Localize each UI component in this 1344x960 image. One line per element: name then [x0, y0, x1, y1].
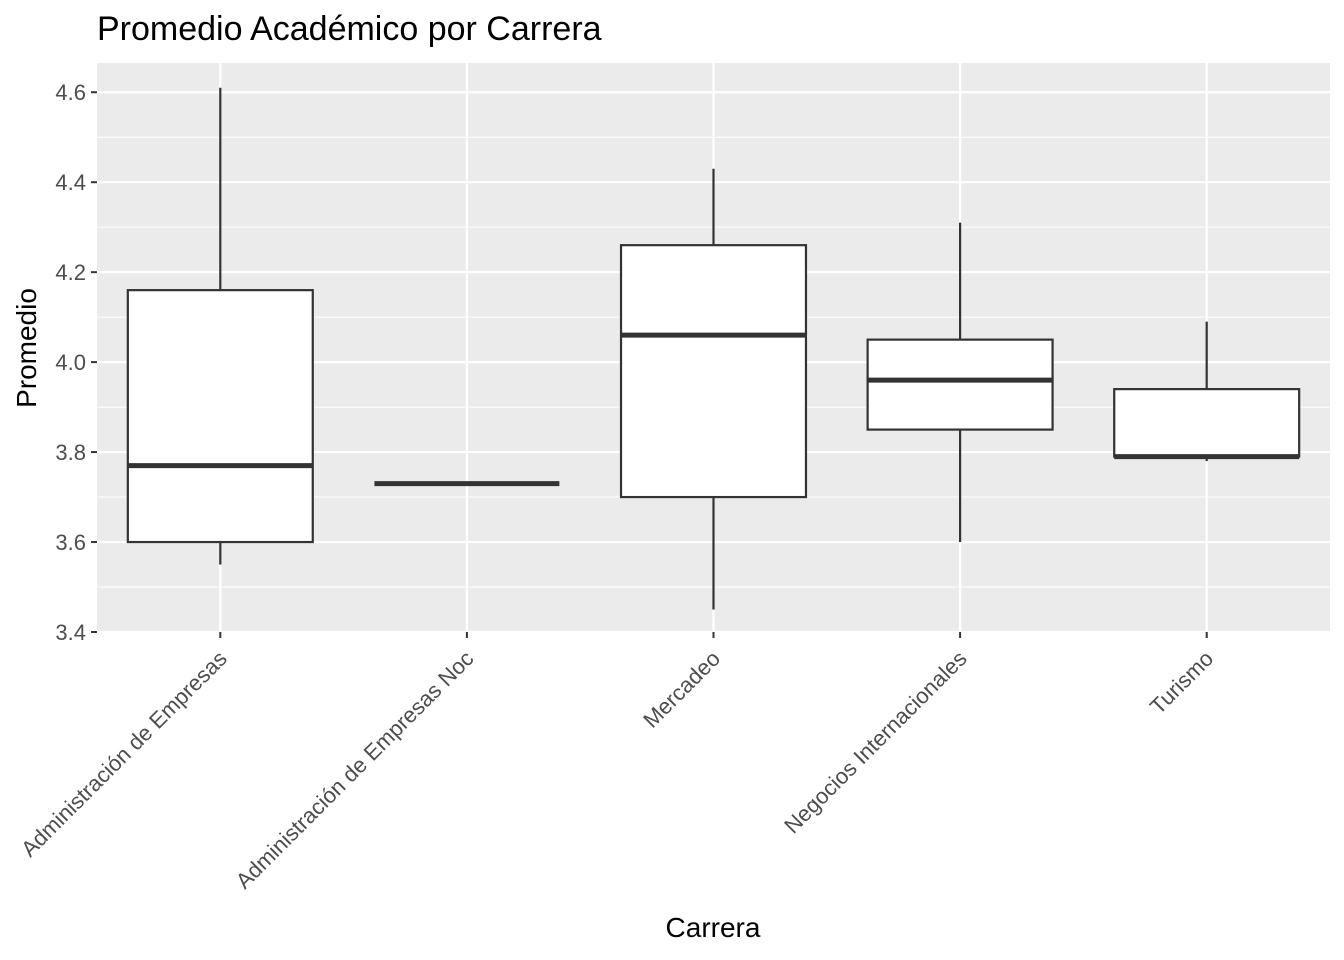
- x-tick-label: Administración de Empresas: [16, 646, 232, 862]
- y-tick-label: 4.6: [55, 80, 86, 105]
- box-0: [126, 87, 314, 565]
- y-axis-title: Promedio: [11, 288, 42, 408]
- box-body: [619, 244, 808, 499]
- x-tick-label: Mercadeo: [638, 646, 725, 733]
- y-tick-label: 3.4: [55, 620, 86, 645]
- x-axis: Administración de EmpresasAdministración…: [16, 632, 1218, 894]
- box-body: [866, 338, 1054, 431]
- y-axis: 3.4 3.6 3.8 4.0 4.2 4.4 4.6: [55, 80, 97, 645]
- x-axis-title: Carrera: [666, 912, 761, 943]
- box-4: [1113, 321, 1301, 462]
- y-tick-label: 4.2: [55, 260, 86, 285]
- y-tick-label: 4.0: [55, 350, 86, 375]
- box-3: [866, 222, 1054, 543]
- x-tick-label: Administración de Empresas Noc: [231, 646, 479, 894]
- x-tick-label: Turismo: [1145, 646, 1218, 719]
- y-tick-label: 4.4: [55, 170, 86, 195]
- box-2: [619, 168, 808, 610]
- box-body: [1113, 388, 1301, 458]
- box-body: [126, 289, 314, 544]
- chart-title: Promedio Académico por Carrera: [97, 10, 602, 48]
- y-tick-label: 3.8: [55, 440, 86, 465]
- y-tick-label: 3.6: [55, 530, 86, 555]
- boxes-layer: [126, 87, 1301, 610]
- x-tick-label: Negocios Internacionales: [779, 646, 971, 838]
